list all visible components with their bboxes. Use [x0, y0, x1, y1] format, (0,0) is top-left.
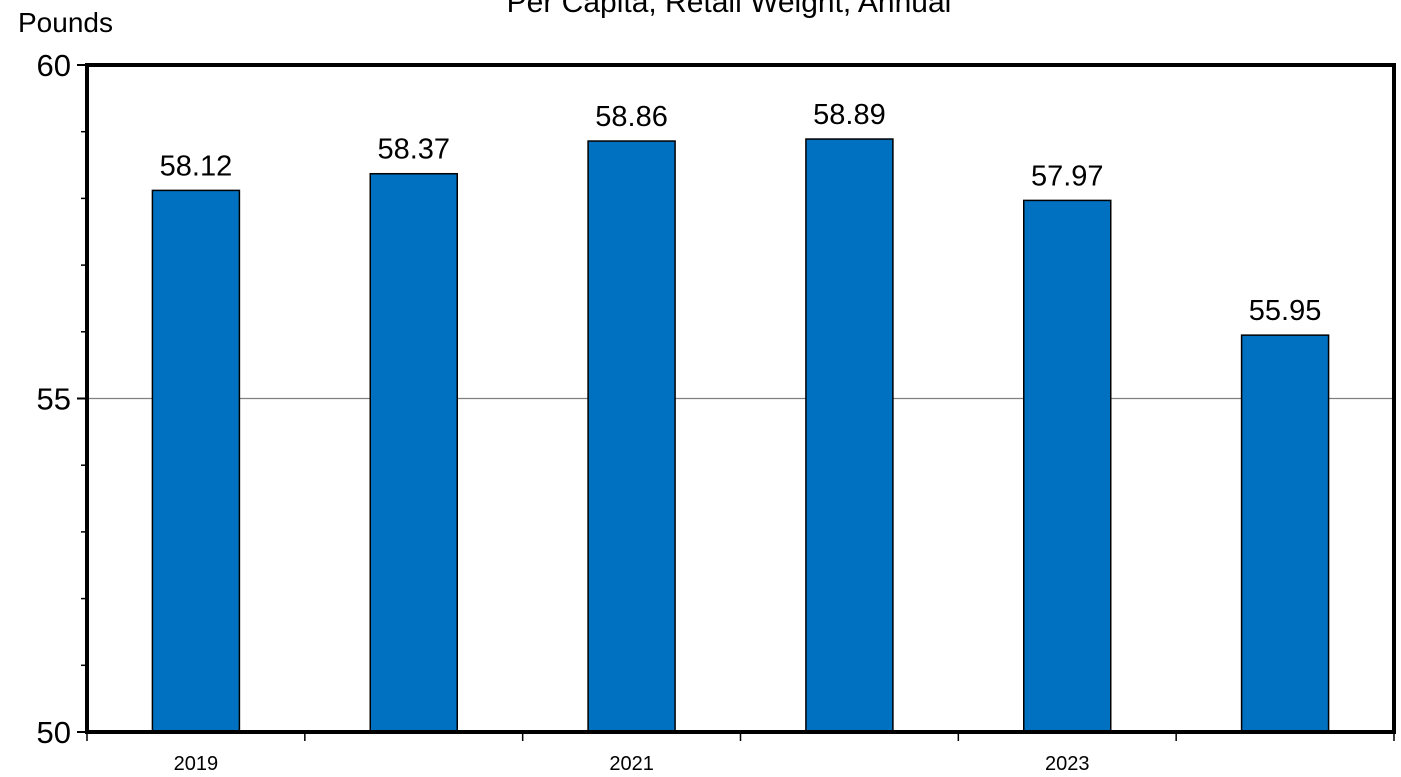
data-label-2023: 57.97 [1031, 160, 1104, 192]
x-axis-ticks: 2019 2021 2023 [86, 732, 1395, 775]
bar-2024 [1240, 334, 1330, 733]
y-tick-label: 60 [37, 48, 71, 83]
bar-2023 [1023, 199, 1112, 733]
bar-2019 [151, 189, 241, 733]
x-tick-label: 2019 [174, 753, 219, 775]
y-tick-label: 55 [37, 382, 71, 417]
data-label-2022: 58.89 [813, 99, 886, 131]
bar-2020 [369, 172, 458, 733]
chart-title: Per Capita, Retail Weight, Annual [507, 0, 952, 19]
data-label-2024: 55.95 [1249, 295, 1322, 327]
data-label-2021: 58.86 [595, 101, 668, 133]
x-tick-label: 2021 [609, 753, 654, 775]
bar-2021 [587, 140, 676, 733]
data-label-2020: 58.37 [377, 134, 450, 166]
bars [151, 138, 1330, 733]
x-tick-label: 2023 [1045, 753, 1090, 775]
y-axis-ticks: 50 55 60 [37, 48, 87, 750]
bar-2022 [805, 138, 894, 733]
data-label-2019: 58.12 [160, 150, 233, 182]
y-tick-label: 50 [37, 715, 71, 750]
y-axis-label: Pounds [18, 7, 113, 38]
plot-area-frame [85, 63, 1396, 734]
data-labels: 58.12 58.37 58.86 58.89 57.97 55.95 [160, 99, 1322, 327]
